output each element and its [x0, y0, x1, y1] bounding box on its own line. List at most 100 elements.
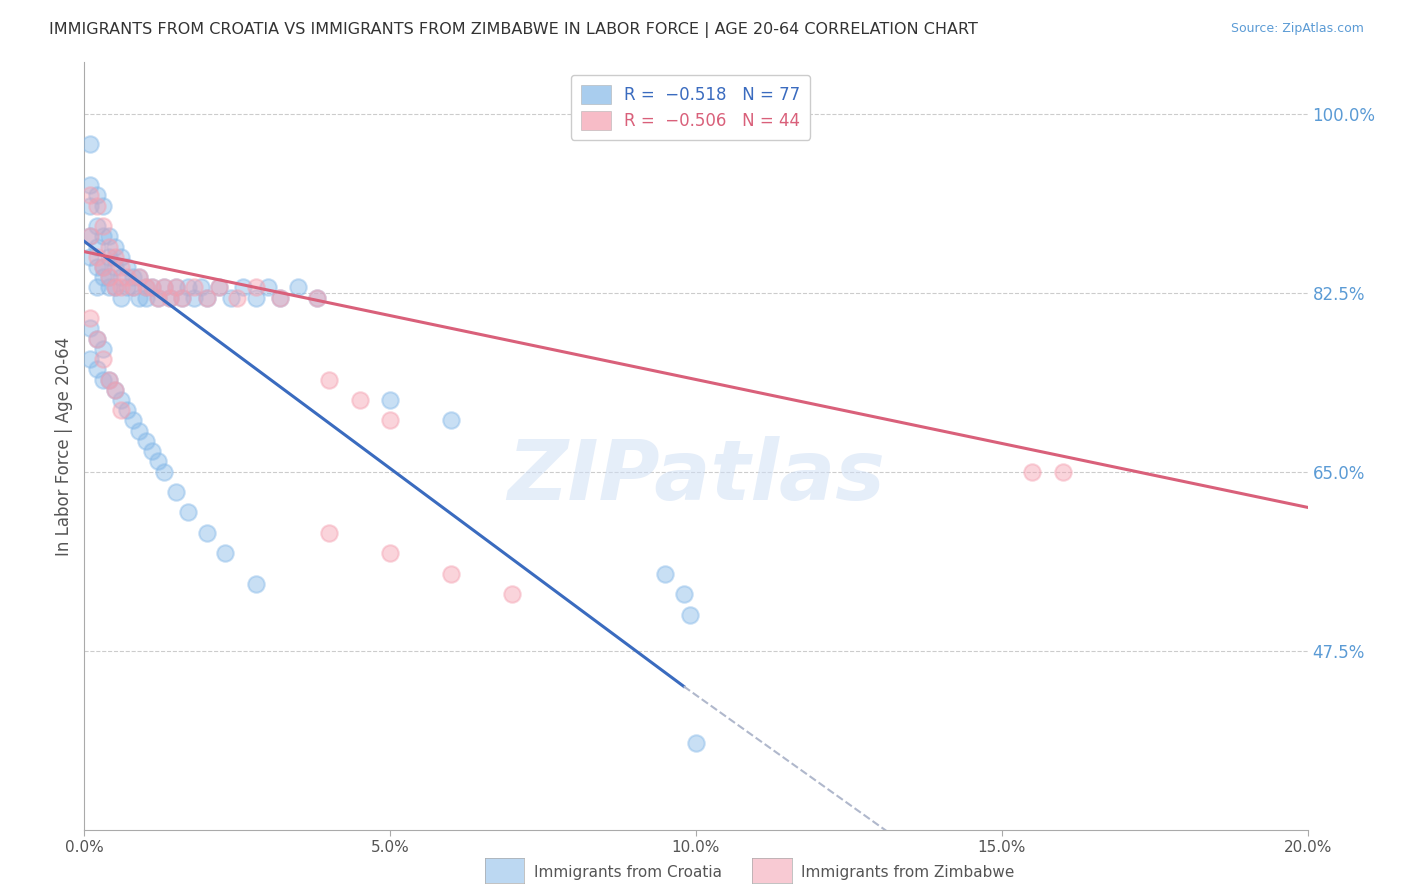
Point: [97, 270, 120, 285]
Text: ZIPatlas: ZIPatlas: [508, 436, 884, 517]
Point: [208, 280, 231, 294]
Point: [91, 199, 114, 213]
Point: [305, 291, 328, 305]
Point: [135, 291, 157, 305]
Point: [349, 392, 371, 407]
Point: [91, 270, 114, 285]
Point: [104, 239, 127, 253]
Point: [1021, 465, 1043, 479]
Point: [318, 372, 340, 386]
Point: [86, 250, 108, 264]
Point: [115, 403, 138, 417]
Point: [165, 280, 187, 294]
Point: [79, 321, 101, 335]
Point: [380, 413, 402, 427]
Point: [86, 280, 108, 294]
Point: [153, 465, 176, 479]
Point: [86, 199, 108, 213]
Point: [195, 291, 218, 305]
Point: [177, 506, 200, 520]
Point: [159, 291, 181, 305]
Point: [79, 178, 101, 193]
Point: [141, 280, 163, 294]
Point: [122, 280, 145, 294]
Point: [110, 260, 132, 274]
Point: [502, 587, 524, 601]
Point: [91, 260, 114, 274]
Point: [226, 291, 249, 305]
Point: [654, 566, 676, 581]
Point: [86, 260, 108, 274]
Point: [159, 291, 181, 305]
Point: [195, 525, 218, 540]
Point: [172, 291, 194, 305]
Point: [97, 250, 120, 264]
Point: [110, 250, 132, 264]
Point: [232, 280, 254, 294]
Point: [86, 332, 108, 346]
Point: [146, 291, 169, 305]
Point: [104, 280, 127, 294]
Point: [122, 413, 145, 427]
Point: [153, 280, 176, 294]
Point: [79, 250, 101, 264]
Point: [135, 434, 157, 448]
Point: [269, 291, 291, 305]
Point: [79, 352, 101, 367]
Point: [110, 280, 132, 294]
Point: [110, 270, 132, 285]
Text: Source: ZipAtlas.com: Source: ZipAtlas.com: [1230, 22, 1364, 36]
Point: [104, 280, 127, 294]
Point: [86, 332, 108, 346]
Point: [91, 352, 114, 367]
Point: [86, 362, 108, 376]
Point: [380, 392, 402, 407]
Point: [79, 188, 101, 202]
Point: [685, 736, 707, 750]
Point: [79, 137, 101, 152]
Point: [128, 424, 150, 438]
Point: [115, 280, 138, 294]
Point: [128, 270, 150, 285]
Point: [135, 280, 157, 294]
Point: [318, 525, 340, 540]
Point: [305, 291, 328, 305]
Point: [245, 291, 267, 305]
Point: [177, 280, 200, 294]
Text: Immigrants from Zimbabwe: Immigrants from Zimbabwe: [801, 865, 1015, 880]
Point: [287, 280, 309, 294]
Point: [219, 291, 242, 305]
Point: [91, 219, 114, 233]
Point: [679, 607, 702, 622]
Point: [190, 280, 212, 294]
Point: [110, 403, 132, 417]
Point: [86, 239, 108, 253]
Point: [141, 444, 163, 458]
Y-axis label: In Labor Force | Age 20-64: In Labor Force | Age 20-64: [55, 336, 73, 556]
Point: [97, 229, 120, 244]
Point: [146, 291, 169, 305]
Point: [91, 372, 114, 386]
Point: [97, 270, 120, 285]
Point: [104, 260, 127, 274]
Point: [79, 229, 101, 244]
Point: [208, 280, 231, 294]
Point: [110, 291, 132, 305]
Point: [440, 413, 463, 427]
Point: [115, 270, 138, 285]
Point: [172, 291, 194, 305]
Legend: R =  −0.518   N = 77, R =  −0.506   N = 44: R = −0.518 N = 77, R = −0.506 N = 44: [571, 75, 810, 140]
Point: [128, 270, 150, 285]
Point: [135, 280, 157, 294]
Point: [141, 280, 163, 294]
Point: [380, 546, 402, 560]
Point: [146, 454, 169, 468]
Point: [79, 311, 101, 326]
Point: [110, 392, 132, 407]
Point: [79, 229, 101, 244]
Point: [214, 546, 236, 560]
Point: [128, 291, 150, 305]
Point: [97, 372, 120, 386]
Point: [165, 280, 187, 294]
Point: [122, 280, 145, 294]
